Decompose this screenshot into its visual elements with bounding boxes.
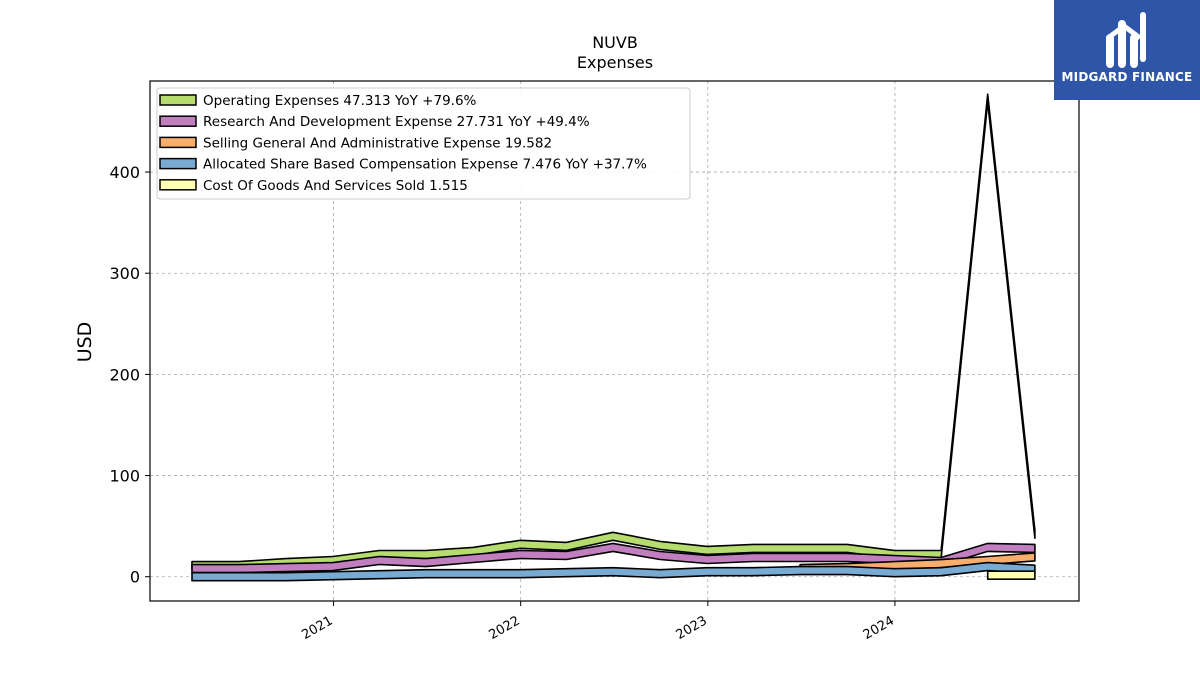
midgard-finance-logo: MIDGARD FINANCE <box>1054 0 1200 100</box>
series-areas <box>191 93 1036 582</box>
y-axis: 0 100 200 300 400 <box>109 163 150 587</box>
legend: Operating Expenses 47.313 YoY +79.6% Rese… <box>156 87 691 200</box>
x-tick-label: 2021 <box>299 613 335 643</box>
legend-entry-1: Research And Development Expense 27.731 … <box>203 114 590 130</box>
x-tick-label: 2023 <box>674 613 710 643</box>
chart-title: NUVB <box>592 33 638 52</box>
y-tick-label: 200 <box>109 365 140 384</box>
x-tick-label: 2024 <box>861 613 897 643</box>
legend-swatch-2 <box>159 136 197 149</box>
y-tick-label: 0 <box>130 568 140 587</box>
legend-swatch-0 <box>159 94 197 106</box>
legend-entry-3: Allocated Share Based Compensation Expen… <box>203 157 647 173</box>
chart-subtitle: Expenses <box>577 53 653 72</box>
y-axis-label: USD <box>74 322 96 363</box>
legend-swatch-3 <box>159 157 197 170</box>
y-tick-label: 100 <box>109 467 140 486</box>
legend-swatch-4 <box>159 179 197 191</box>
legend-entry-2: Selling General And Administrative Expen… <box>203 135 552 151</box>
legend-box <box>156 87 691 200</box>
brand-name: MIDGARD FINANCE <box>1061 70 1193 84</box>
x-tick-label: 2022 <box>487 613 523 643</box>
series-band-4 <box>986 570 1036 581</box>
legend-entry-4: Cost Of Goods And Services Sold 1.515 <box>203 178 468 194</box>
legend-swatch-1 <box>159 115 197 127</box>
midgard-logo-icon <box>1106 12 1146 68</box>
y-tick-label: 400 <box>109 163 140 182</box>
y-tick-label: 300 <box>109 264 140 283</box>
legend-entry-0: Operating Expenses 47.313 YoY +79.6% <box>203 93 477 109</box>
plot-frame <box>149 80 1080 602</box>
x-axis: 2021 2022 2023 2024 <box>299 601 897 643</box>
